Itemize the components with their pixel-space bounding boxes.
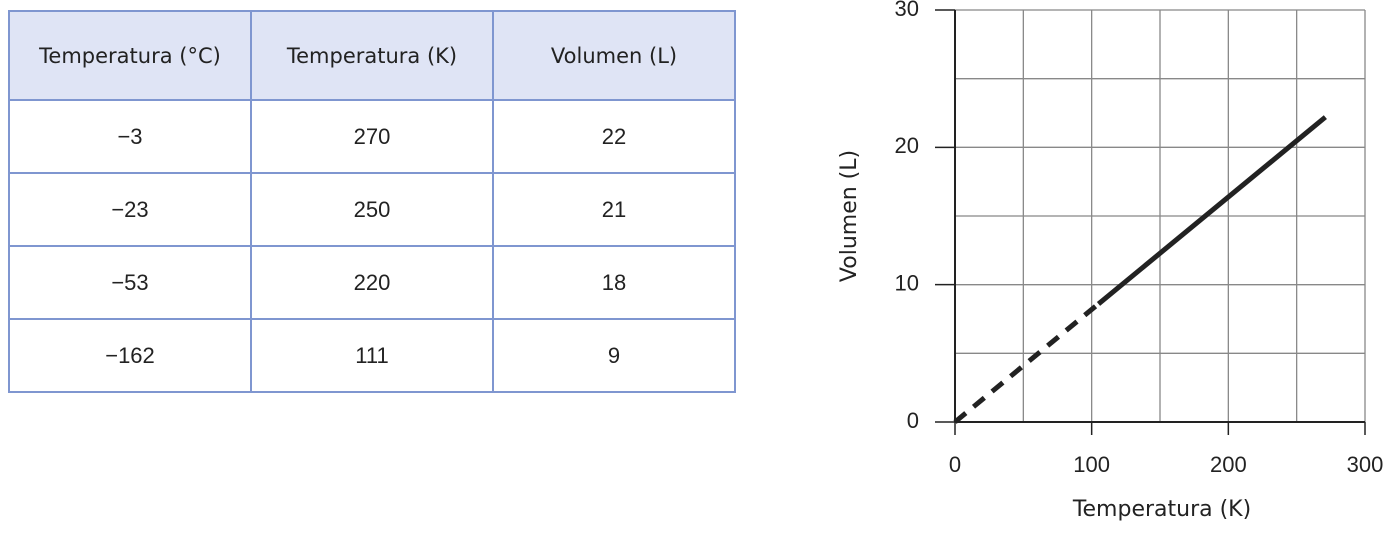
table-row: −3 270 22: [8, 99, 736, 174]
data-table: Temperatura (°C) Temperatura (K) Volumen (…: [8, 10, 736, 393]
table-cell: 21: [492, 172, 736, 247]
table-row: −162 111 9: [8, 318, 736, 393]
y-tick-label: 30: [895, 0, 919, 21]
header-cell: Temperatura (°C): [8, 10, 252, 101]
table-cell: −53: [8, 245, 252, 320]
table-row: −53 220 18: [8, 245, 736, 320]
table-cell: −23: [8, 172, 252, 247]
table-cell: 220: [250, 245, 494, 320]
y-axis-label: Volumen (L): [837, 150, 862, 282]
x-tick-label: 100: [1073, 452, 1110, 477]
table-row: −23 250 21: [8, 172, 736, 247]
table-cell: 22: [492, 99, 736, 174]
y-tick-label: 10: [895, 270, 919, 295]
table-cell: 250: [250, 172, 494, 247]
table-cell: −3: [8, 99, 252, 174]
table-cell: 18: [492, 245, 736, 320]
x-axis-label: Temperatura (K): [1072, 497, 1251, 522]
data-line: [953, 301, 1101, 424]
header-cell: Volumen (L): [492, 10, 736, 101]
table-cell: 9: [492, 318, 736, 393]
x-tick-label: 300: [1347, 452, 1384, 477]
data-line: [1096, 115, 1327, 306]
y-tick-label: 0: [907, 408, 919, 433]
table-cell: 111: [250, 318, 494, 393]
x-tick-label: 0: [949, 452, 961, 477]
table-cell: −162: [8, 318, 252, 393]
y-tick-label: 20: [895, 133, 919, 158]
header-cell: Temperatura (K): [250, 10, 494, 101]
header-row: Temperatura (°C) Temperatura (K) Volumen (…: [8, 10, 736, 101]
table-cell: 270: [250, 99, 494, 174]
x-tick-label: 200: [1210, 452, 1247, 477]
table-body: −3 270 22 −23 250 21 −53 220 18 −162 111 9: [8, 99, 736, 393]
